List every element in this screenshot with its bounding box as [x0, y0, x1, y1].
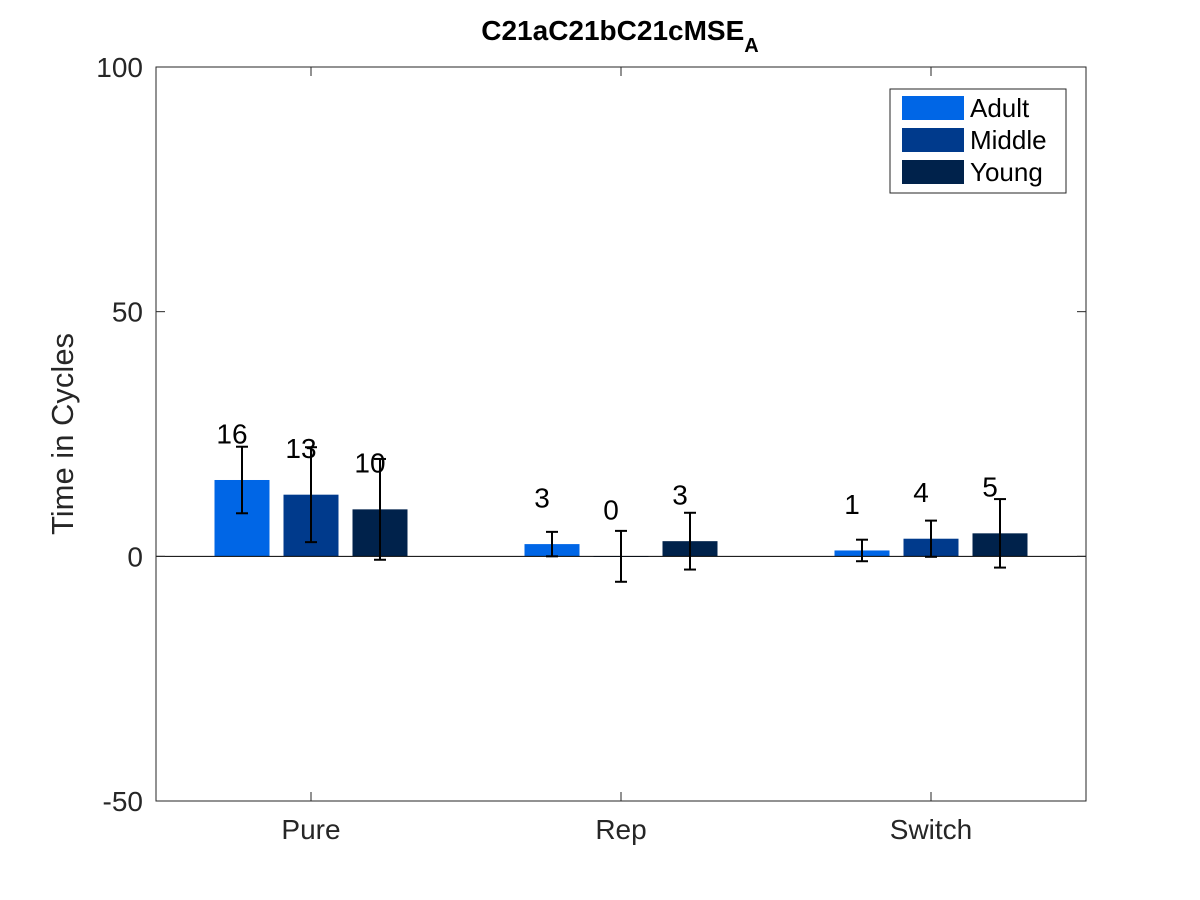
data-label: 16 [216, 418, 247, 449]
legend-swatch [902, 160, 964, 184]
data-label: 13 [285, 433, 316, 464]
y-tick-label: 50 [112, 297, 143, 328]
data-label: 0 [603, 495, 619, 526]
bars-layer: 16 3 1 13 0 4 10 3 5 [214, 418, 1028, 583]
data-label: 4 [913, 477, 929, 508]
data-label: 10 [354, 448, 385, 479]
y-tick-label: 0 [127, 541, 143, 572]
legend-swatch [902, 96, 964, 120]
legend-label: Middle [970, 125, 1047, 155]
y-tick-label: 100 [96, 52, 143, 83]
data-label: 1 [844, 489, 860, 520]
chart-title: C21aC21bC21cMSEA [481, 15, 758, 57]
legend-label: Adult [970, 93, 1030, 123]
data-label: 3 [672, 479, 688, 510]
y-axis-label: Time in Cycles [45, 333, 80, 535]
x-tick-label: Switch [890, 814, 972, 845]
legend-swatch [902, 128, 964, 152]
y-tick-label: -50 [103, 786, 143, 817]
data-label: 5 [982, 472, 998, 503]
x-tick-label: Rep [595, 814, 646, 845]
legend-label: Young [970, 157, 1043, 187]
chart-title-main: C21aC21bC21cMSE [481, 15, 744, 46]
x-tick-label: Pure [281, 814, 340, 845]
chart-title-subscript: A [744, 35, 758, 57]
data-label: 3 [534, 482, 550, 513]
